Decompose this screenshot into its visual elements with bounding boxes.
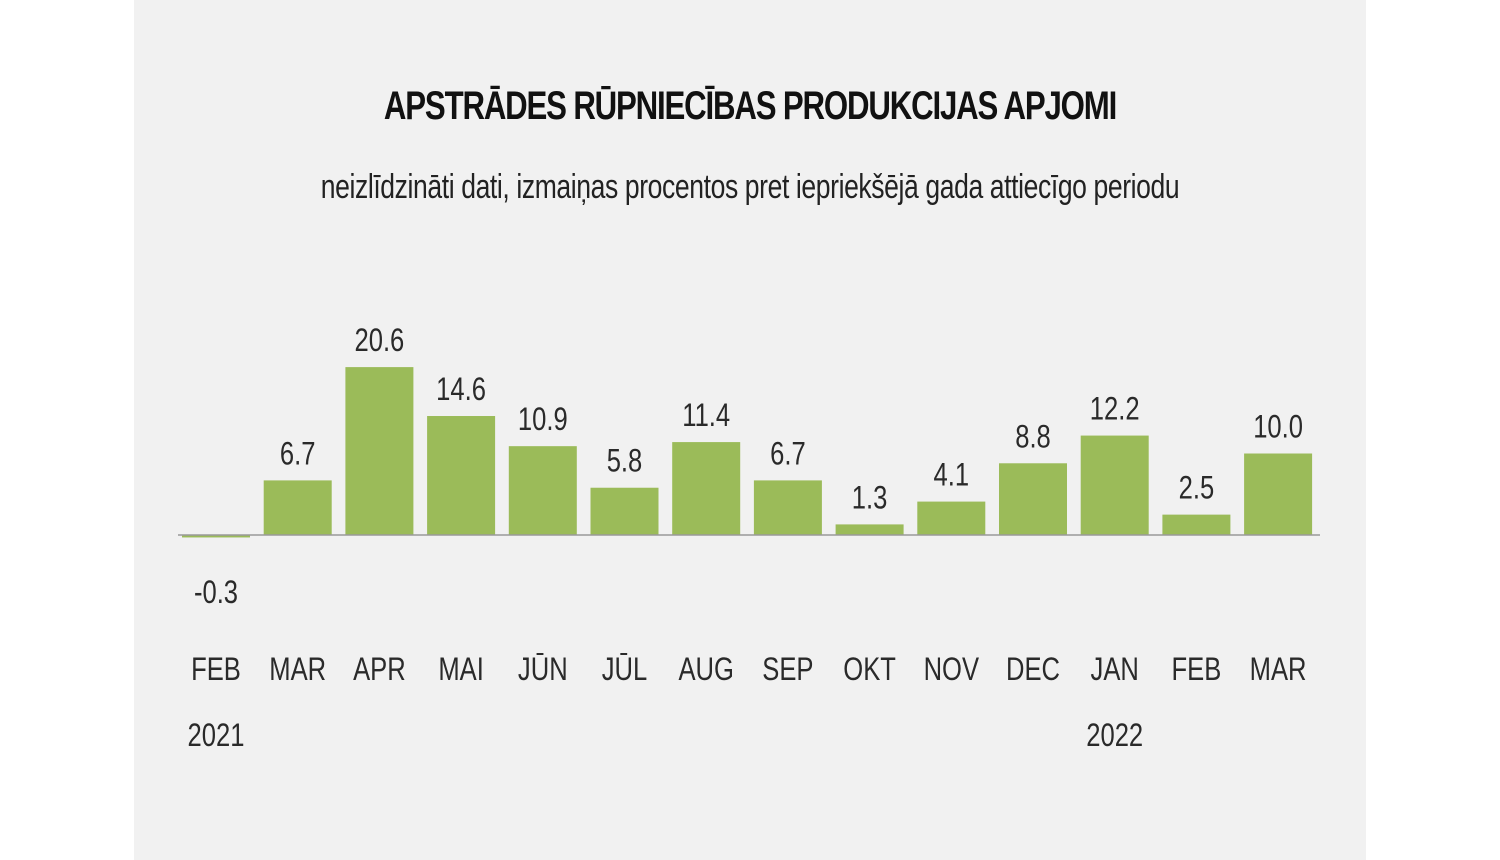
bar (263, 480, 332, 535)
bar (917, 501, 986, 535)
bar (590, 487, 659, 535)
data-label: -0.3 (194, 575, 238, 610)
x-tick-label: MAR (1250, 652, 1307, 687)
x-tick-label: FEB (191, 652, 241, 687)
bar (508, 446, 577, 535)
x-tick-label: JŪL (602, 652, 648, 687)
x-tick-label: NOV (924, 652, 980, 687)
x-year-label: 2021 (188, 718, 245, 753)
x-tick-label: JŪN (518, 652, 568, 687)
x-year-label: 2022 (1086, 718, 1143, 753)
x-tick-label: FEB (1172, 652, 1222, 687)
x-tick-label: APR (353, 652, 406, 687)
bar (672, 442, 741, 535)
data-label: 6.7 (280, 437, 316, 472)
bar-chart: -0.3 FEB 2021 6.7 MAR 20.6 APR 14.6 MAI 10.9 JŪN 5.… (178, 324, 1320, 754)
data-label: 10.0 (1253, 410, 1303, 445)
data-label: 12.2 (1090, 392, 1140, 427)
x-tick-label: MAR (269, 652, 326, 687)
bar (1080, 435, 1149, 535)
data-label: 1.3 (852, 481, 888, 516)
x-tick-label: JAN (1091, 652, 1139, 687)
x-tick-label: MAI (438, 652, 484, 687)
chart-title: APSTRĀDES RŪPNIECĪBAS PRODUKCIJAS APJOMI (383, 84, 1117, 128)
x-tick-label: AUG (678, 652, 733, 687)
x-tick-label: DEC (1006, 652, 1060, 687)
data-label: 20.6 (354, 324, 404, 359)
bar (999, 463, 1067, 535)
bar (1162, 514, 1231, 535)
x-tick-label: SEP (762, 652, 813, 687)
data-label: 10.9 (518, 403, 568, 438)
data-label: 6.7 (770, 437, 806, 472)
chart-subtitle: neizlīdzināti dati, izmaiņas procentos p… (320, 168, 1180, 206)
data-label: 4.1 (934, 458, 970, 493)
bar (1244, 453, 1313, 535)
bar (835, 524, 904, 535)
bar (427, 416, 496, 535)
data-label: 14.6 (436, 372, 486, 407)
bar (753, 480, 822, 535)
bar (182, 535, 250, 538)
x-tick-label: OKT (843, 652, 896, 687)
data-label: 8.8 (1015, 420, 1051, 455)
bar (345, 367, 414, 535)
chart-panel: APSTRĀDES RŪPNIECĪBAS PRODUKCIJAS APJOMI… (134, 0, 1366, 860)
data-label: 5.8 (607, 444, 643, 479)
data-label: 2.5 (1179, 471, 1215, 506)
data-label: 11.4 (682, 398, 730, 433)
